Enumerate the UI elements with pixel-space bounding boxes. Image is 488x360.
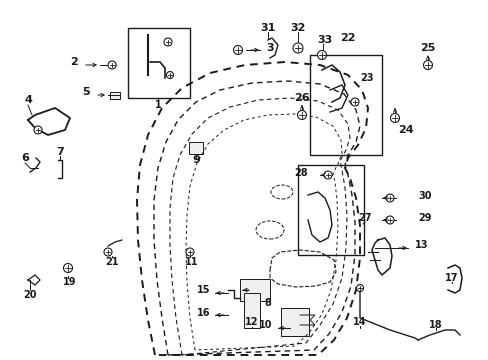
Circle shape: [63, 264, 72, 273]
Text: 22: 22: [340, 33, 355, 43]
Circle shape: [185, 248, 194, 256]
Text: 9: 9: [192, 155, 200, 165]
Circle shape: [34, 126, 42, 134]
Text: 25: 25: [420, 43, 435, 53]
Text: 7: 7: [56, 147, 64, 157]
Text: 13: 13: [414, 240, 427, 250]
Text: 8: 8: [264, 298, 271, 308]
Circle shape: [356, 284, 363, 292]
Text: 5: 5: [82, 87, 90, 97]
Text: 24: 24: [397, 125, 413, 135]
Text: 32: 32: [290, 23, 305, 33]
Circle shape: [423, 60, 431, 69]
Circle shape: [297, 111, 306, 120]
Text: 14: 14: [352, 317, 366, 327]
Circle shape: [385, 194, 393, 202]
Circle shape: [163, 38, 172, 46]
Text: 20: 20: [23, 290, 37, 300]
Text: 27: 27: [358, 213, 371, 223]
Circle shape: [166, 72, 173, 78]
Text: 31: 31: [260, 23, 275, 33]
Circle shape: [104, 248, 112, 256]
Circle shape: [390, 113, 399, 122]
Text: 6: 6: [21, 153, 29, 163]
Text: 3: 3: [265, 43, 273, 53]
Circle shape: [233, 45, 242, 54]
Circle shape: [317, 50, 326, 59]
Text: 30: 30: [417, 191, 430, 201]
Text: 21: 21: [105, 257, 119, 267]
Text: 11: 11: [185, 257, 198, 267]
Circle shape: [350, 98, 358, 106]
Bar: [240, 279, 269, 301]
Text: 17: 17: [445, 273, 458, 283]
Text: 1: 1: [154, 100, 161, 110]
Text: 10: 10: [258, 320, 271, 330]
Text: 29: 29: [417, 213, 430, 223]
Text: 12: 12: [245, 317, 258, 327]
Text: 26: 26: [294, 93, 309, 103]
Bar: [309, 55, 381, 155]
Circle shape: [108, 61, 116, 69]
Bar: [297, 165, 363, 255]
Bar: [244, 292, 260, 328]
Bar: [128, 28, 190, 98]
Text: 16: 16: [196, 308, 209, 318]
Text: 2: 2: [70, 57, 78, 67]
Text: 19: 19: [63, 277, 77, 287]
Bar: [189, 142, 203, 154]
Text: 23: 23: [359, 73, 373, 83]
Text: 4: 4: [24, 95, 32, 105]
Bar: [281, 308, 308, 336]
Circle shape: [324, 171, 331, 179]
Circle shape: [292, 43, 303, 53]
Bar: [110, 91, 120, 99]
Text: 18: 18: [428, 320, 442, 330]
Text: 33: 33: [317, 35, 332, 45]
Text: 28: 28: [294, 168, 307, 178]
Circle shape: [385, 216, 393, 224]
Text: 15: 15: [196, 285, 209, 295]
